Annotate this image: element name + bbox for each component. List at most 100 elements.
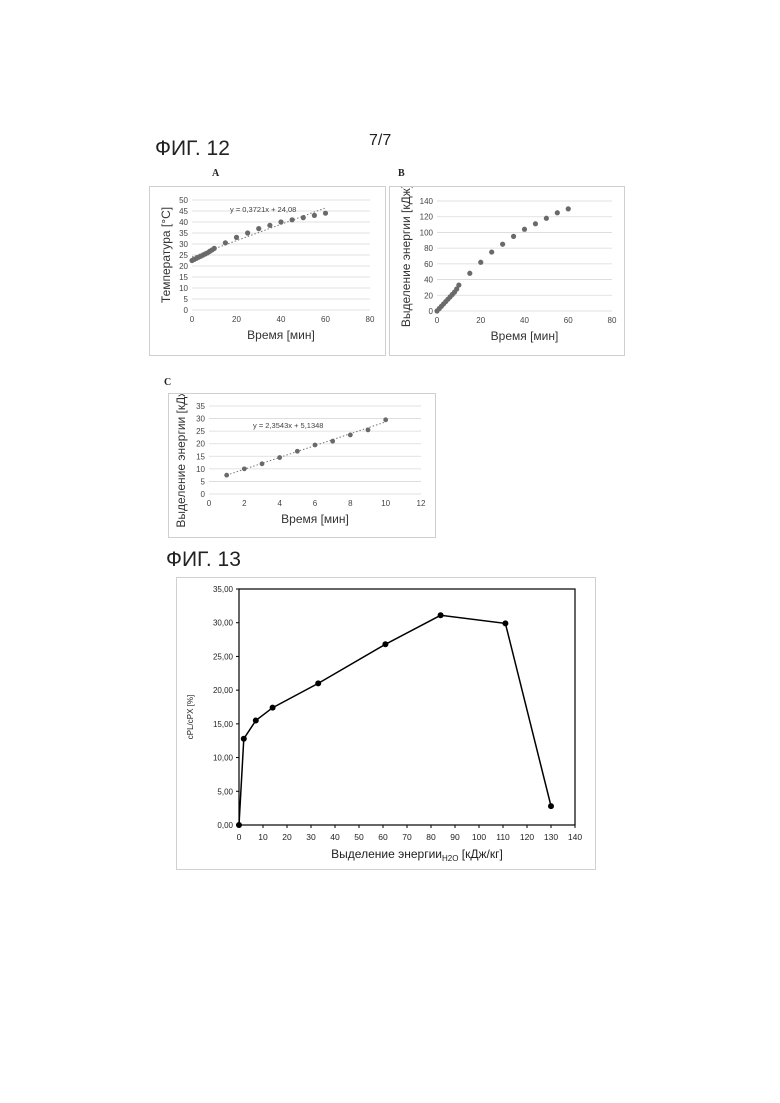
y-tick-label: 10,00 [213, 754, 234, 763]
data-point [502, 620, 508, 626]
y-tick-label: 20 [196, 440, 205, 449]
data-point [382, 641, 388, 647]
data-point [267, 223, 272, 228]
x-tick-label: 0 [190, 315, 195, 324]
y-tick-label: 30 [179, 240, 188, 249]
data-point [278, 219, 283, 224]
data-point [236, 822, 242, 828]
y-tick-label: 15 [196, 452, 205, 461]
chart-panel-c: 05101520253035024681012Время [мин]Выделе… [168, 393, 436, 538]
y-tick-label: 60 [424, 260, 433, 269]
trendline-equation: y = 2,3543x + 5,1348 [253, 421, 323, 430]
x-axis-label: Время [мин] [247, 328, 315, 342]
data-point [270, 705, 276, 711]
x-tick-label: 12 [417, 499, 426, 508]
data-point [438, 612, 444, 618]
y-tick-label: 35 [179, 229, 188, 238]
figure-13-title: ФИГ. 13 [166, 548, 241, 572]
series-line [239, 615, 551, 825]
y-tick-label: 30,00 [213, 619, 234, 628]
x-tick-label: 20 [282, 832, 292, 842]
x-tick-label: 60 [564, 316, 573, 325]
y-tick-label: 25 [196, 427, 205, 436]
x-tick-label: 80 [366, 315, 375, 324]
x-tick-label: 60 [321, 315, 330, 324]
y-tick-label: 20 [424, 291, 433, 300]
y-tick-label: 10 [179, 284, 188, 293]
chart-panel-a: 05101520253035404550020406080Время [мин]… [149, 186, 386, 356]
x-tick-label: 4 [277, 499, 282, 508]
x-axis-label: Время [мин] [281, 512, 349, 526]
y-tick-label: 25 [179, 251, 188, 260]
y-axis-label: Выделение энергии [кДж/кг] [174, 393, 188, 528]
x-tick-label: 6 [313, 499, 318, 508]
x-tick-label: 120 [520, 832, 534, 842]
y-tick-label: 80 [424, 244, 433, 253]
x-tick-label: 30 [306, 832, 316, 842]
x-tick-label: 80 [426, 832, 436, 842]
x-tick-label: 100 [472, 832, 486, 842]
data-point [224, 473, 229, 478]
x-tick-label: 10 [258, 832, 268, 842]
y-axis-label: cPL/cPX [%] [186, 695, 195, 739]
chart-panel-b: 020406080100120140020406080Время [мин]Вы… [389, 186, 625, 356]
data-point [330, 439, 335, 444]
y-tick-label: 25,00 [213, 652, 234, 661]
data-point [313, 443, 318, 448]
data-point [500, 242, 505, 247]
data-point [260, 461, 265, 466]
x-tick-label: 0 [435, 316, 440, 325]
data-point [242, 466, 247, 471]
y-tick-label: 40 [424, 276, 433, 285]
y-tick-label: 30 [196, 415, 205, 424]
data-point [555, 210, 560, 215]
y-tick-label: 100 [420, 228, 434, 237]
data-point [312, 213, 317, 218]
data-point [253, 717, 259, 723]
data-point [522, 227, 527, 232]
y-tick-label: 0,00 [217, 821, 233, 830]
data-point [366, 427, 371, 432]
panel-b-letter: B [398, 168, 405, 179]
y-axis-label: Температура [°C] [159, 207, 173, 303]
x-tick-label: 50 [354, 832, 364, 842]
x-tick-label: 130 [544, 832, 558, 842]
y-tick-label: 5 [201, 477, 206, 486]
x-tick-label: 0 [237, 832, 242, 842]
data-point [533, 221, 538, 226]
x-tick-label: 110 [496, 832, 510, 842]
x-tick-label: 40 [520, 316, 529, 325]
x-tick-label: 0 [207, 499, 212, 508]
x-axis-label: Выделение энергииH2O [кДж/кг] [331, 847, 503, 863]
data-point [223, 240, 228, 245]
data-point [548, 803, 554, 809]
x-tick-label: 40 [330, 832, 340, 842]
y-tick-label: 140 [420, 197, 434, 206]
y-tick-label: 20,00 [213, 686, 234, 695]
y-tick-label: 5,00 [217, 787, 233, 796]
data-point [256, 226, 261, 231]
y-tick-label: 20 [179, 262, 188, 271]
y-tick-label: 0 [429, 307, 434, 316]
x-tick-label: 10 [381, 499, 390, 508]
data-point [295, 449, 300, 454]
y-tick-label: 15 [179, 273, 188, 282]
data-point [212, 246, 217, 251]
y-tick-label: 35 [196, 402, 205, 411]
y-tick-label: 15,00 [213, 720, 234, 729]
y-tick-label: 35,00 [213, 585, 234, 594]
data-point [315, 680, 321, 686]
chart-figure-13: 0,00 5,00 10,00 15,00 20,00 25,00 30,00 35,00 0 1… [176, 577, 596, 870]
y-tick-label: 0 [201, 490, 206, 499]
data-point [544, 216, 549, 221]
data-point [234, 235, 239, 240]
panel-a-letter: A [212, 168, 219, 179]
data-point [348, 433, 353, 438]
x-tick-label: 40 [277, 315, 286, 324]
trendline-equation: y = 0,3721x + 24,08 [230, 205, 296, 214]
x-tick-label: 20 [232, 315, 241, 324]
figure-12-title: ФИГ. 12 [155, 137, 230, 161]
x-tick-label: 80 [608, 316, 617, 325]
data-point [277, 455, 282, 460]
data-point [489, 249, 494, 254]
